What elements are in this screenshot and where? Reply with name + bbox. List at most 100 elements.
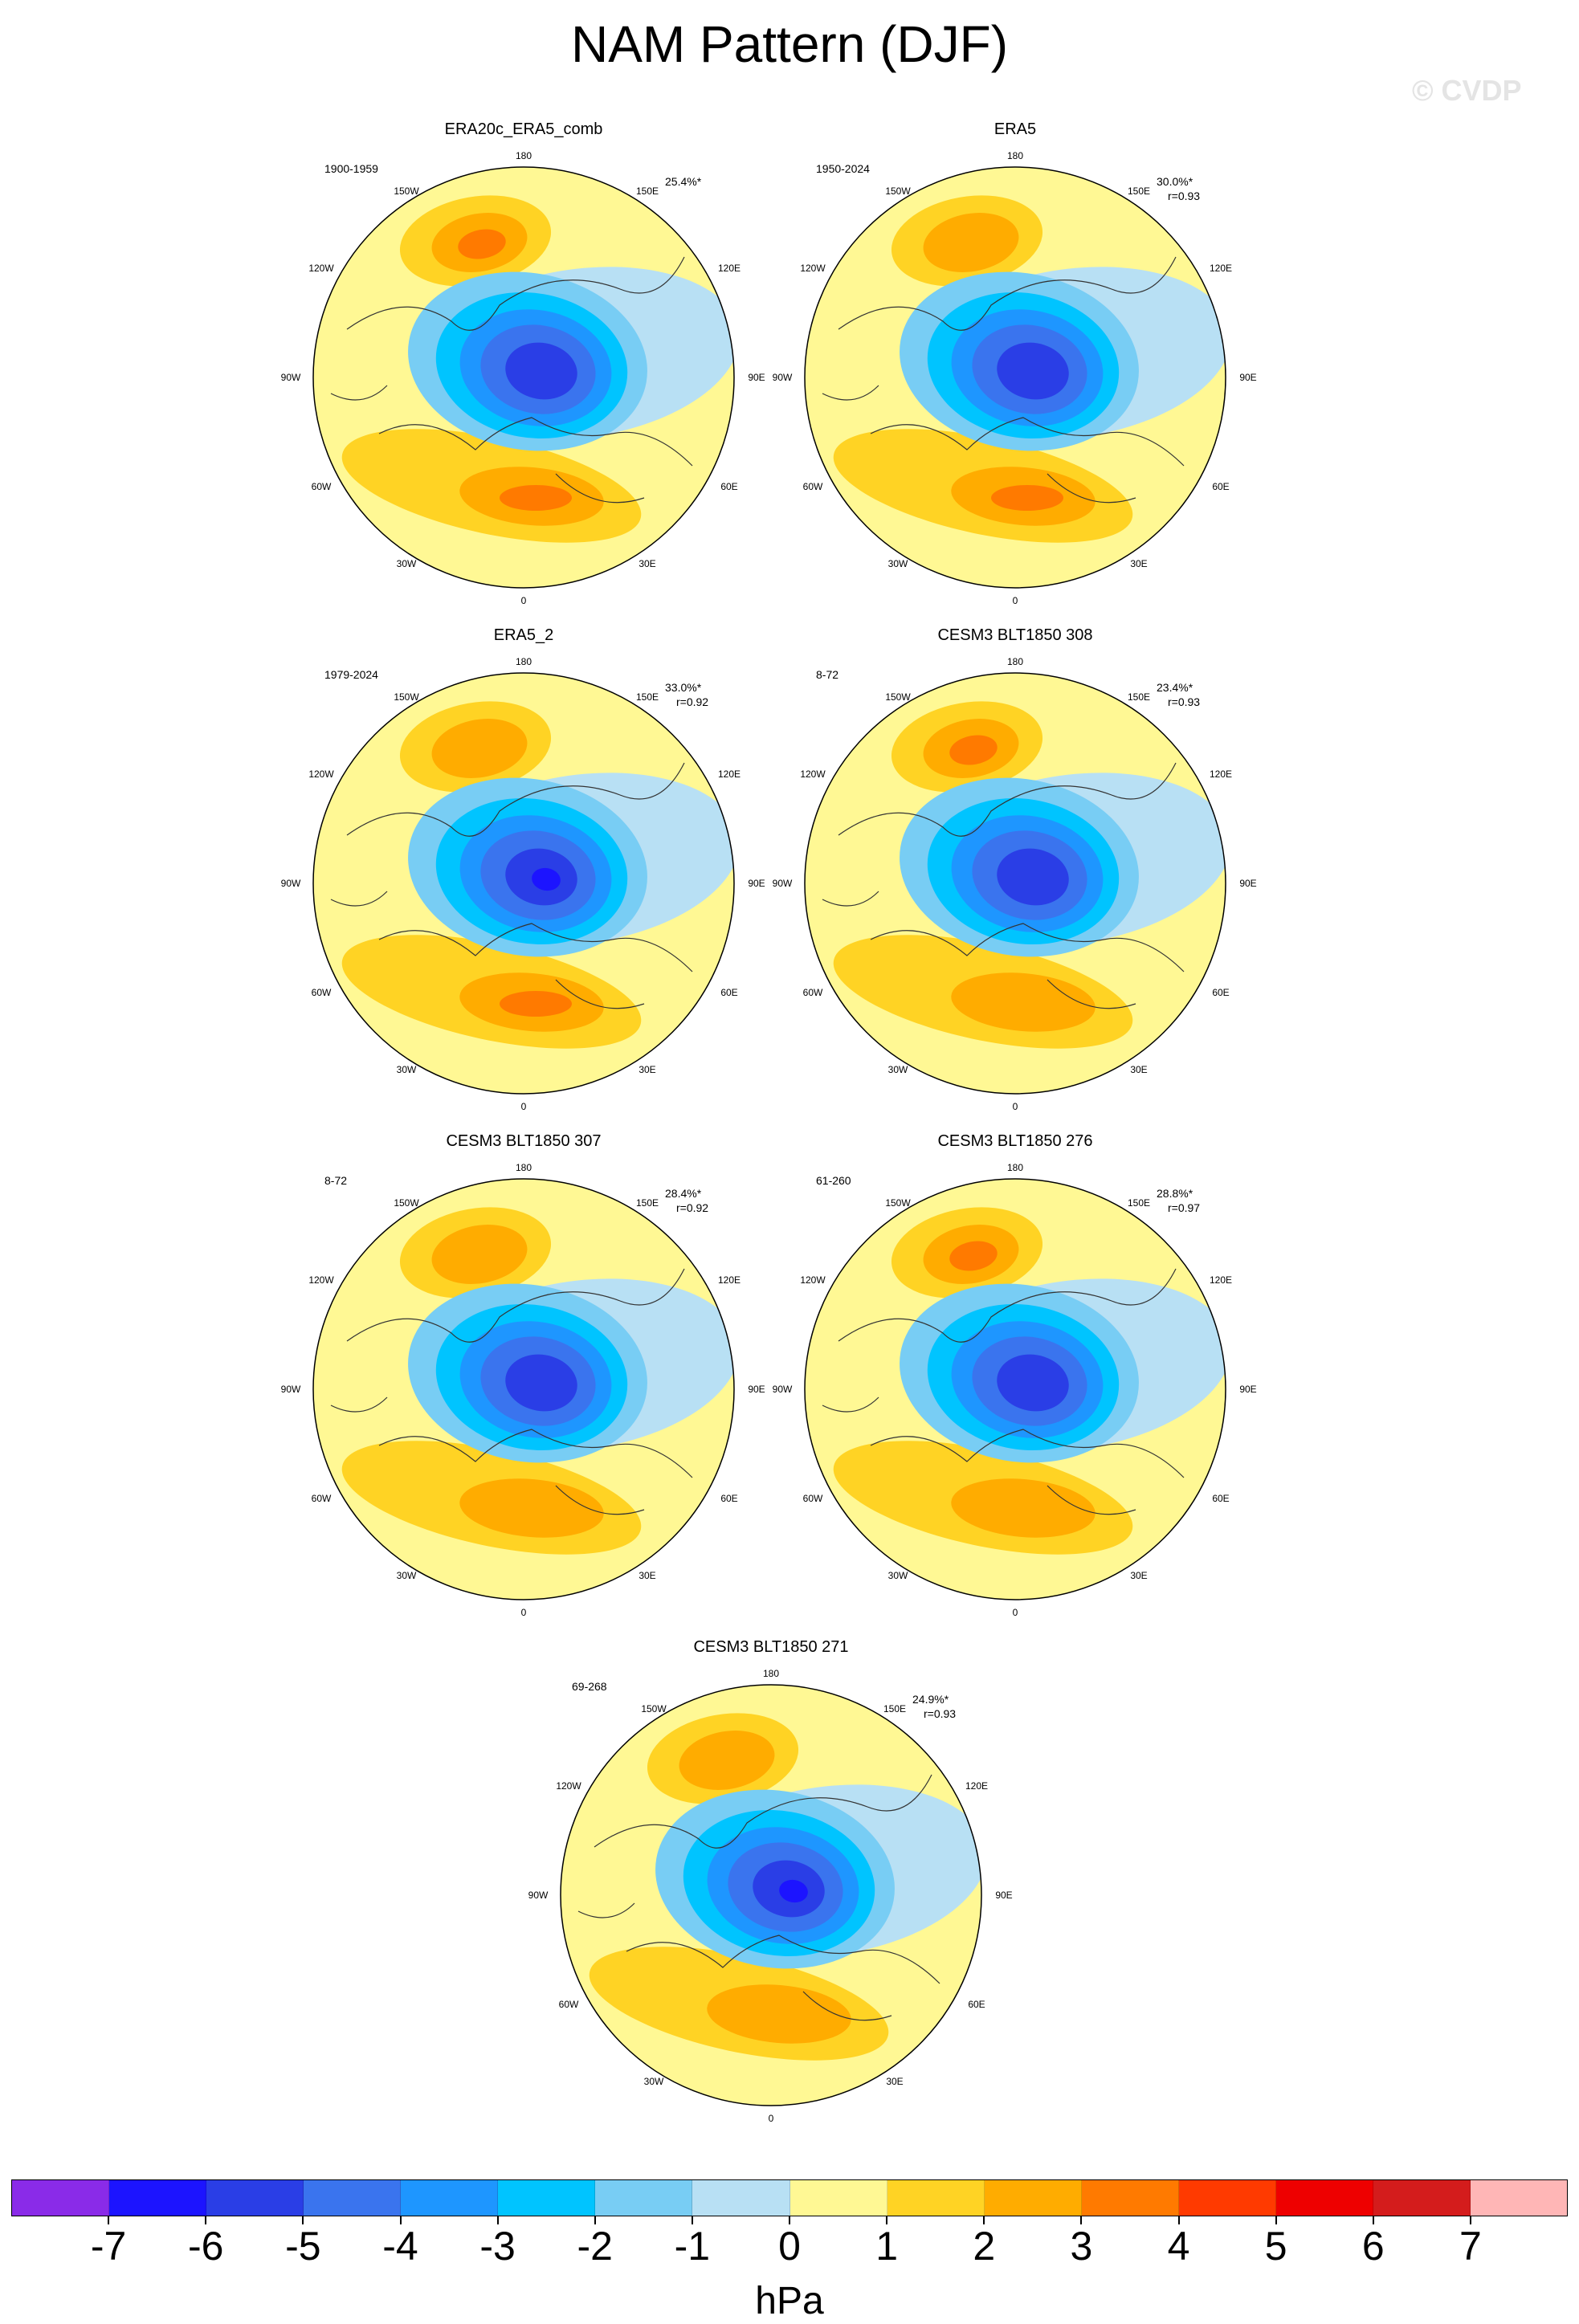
longitude-label: 0	[520, 595, 527, 606]
panel-variance-percent: 28.8%*	[1157, 1187, 1193, 1200]
map-panel: CESM3 BLT1850 276 61-260 28.8%* r=0.97 180 0 1…	[773, 1132, 1257, 1618]
polar-map	[804, 166, 1226, 589]
colorbar-box	[790, 2180, 887, 2216]
colorbar-tick	[789, 2216, 790, 2224]
longitude-label: 90E	[1239, 372, 1257, 383]
panel-correlation: r=0.93	[1168, 695, 1201, 708]
longitude-label: 120W	[308, 263, 334, 274]
longitude-label: 90E	[748, 878, 765, 889]
longitude-label: 120E	[717, 769, 741, 780]
longitude-label: 120W	[308, 769, 334, 780]
polar-map	[312, 672, 735, 1095]
colorbar-units: hPa	[755, 2280, 824, 2322]
colorbar-box	[1178, 2180, 1276, 2216]
panel-correlation: r=0.93	[1168, 190, 1201, 202]
longitude-label: 180	[1006, 150, 1024, 161]
longitude-label: 0	[1012, 1101, 1018, 1112]
longitude-label: 30W	[396, 1064, 417, 1075]
longitude-label: 150E	[1127, 186, 1151, 197]
panel-title: ERA5	[994, 120, 1037, 138]
colorbar-tick	[691, 2216, 693, 2224]
longitude-label: 120E	[1209, 1274, 1233, 1286]
longitude-label: 60E	[968, 1999, 985, 2010]
longitude-label: 150W	[885, 1197, 911, 1209]
colorbar-box	[401, 2180, 499, 2216]
longitude-label: 30E	[1130, 558, 1148, 569]
longitude-label: 60W	[802, 481, 823, 492]
longitude-label: 30E	[639, 1570, 656, 1581]
longitude-label: 120W	[800, 1274, 826, 1286]
map-panel: ERA5_2 1979-2024 33.0%* r=0.92 180 0 150W 150E 1…	[281, 626, 765, 1112]
colorbar-box	[498, 2180, 596, 2216]
longitude-label: 90E	[748, 372, 765, 383]
longitude-label: 30E	[639, 1064, 656, 1075]
longitude-label: 120E	[717, 263, 741, 274]
panel-correlation: r=0.93	[924, 1707, 957, 1720]
longitude-label: 60E	[720, 1493, 738, 1504]
panel-years: 8-72	[816, 668, 839, 681]
longitude-label: 30E	[639, 558, 656, 569]
longitude-label: 0	[520, 1607, 527, 1618]
panel-variance-percent: 33.0%*	[665, 681, 702, 694]
panel-title: ERA20c_ERA5_comb	[444, 120, 603, 138]
longitude-label: 60W	[802, 1493, 823, 1504]
longitude-label: 90W	[772, 878, 793, 889]
panel-years: 1950-2024	[816, 162, 870, 175]
colorbar-label: 5	[1264, 2224, 1287, 2269]
longitude-label: 90W	[772, 1384, 793, 1395]
colorbar-tick	[983, 2216, 985, 2224]
map-panel: ERA20c_ERA5_comb 1900-1959 25.4%* 180 0 150W 1…	[281, 120, 765, 606]
colorbar-tick	[302, 2216, 304, 2224]
colorbar-box	[12, 2180, 110, 2216]
panel-variance-percent: 24.9%*	[912, 1693, 949, 1706]
colorbar-box	[1081, 2180, 1179, 2216]
colorbar-label: 1	[875, 2224, 899, 2269]
longitude-label: 150W	[641, 1703, 667, 1714]
longitude-label: 0	[1012, 595, 1018, 606]
longitude-label: 150E	[1127, 691, 1151, 703]
longitude-label: 30W	[396, 1570, 417, 1581]
colorbar-label: 6	[1361, 2224, 1385, 2269]
longitude-label: 90E	[1239, 1384, 1257, 1395]
colorbar-label: -6	[188, 2224, 224, 2269]
panel-title: CESM3 BLT1850 276	[937, 1132, 1093, 1150]
panel-years: 1979-2024	[324, 668, 378, 681]
longitude-label: 60W	[311, 987, 332, 998]
longitude-label: 150W	[394, 691, 419, 703]
panel-title: CESM3 BLT1850 307	[446, 1132, 602, 1150]
colorbar-tick	[1469, 2216, 1471, 2224]
longitude-label: 150E	[635, 691, 659, 703]
colorbar-label: 2	[973, 2224, 996, 2269]
longitude-label: 180	[515, 656, 532, 667]
longitude-label: 150E	[883, 1703, 907, 1714]
longitude-label: 150W	[394, 186, 419, 197]
colorbar-label: -4	[382, 2224, 418, 2269]
longitude-label: 60E	[1212, 1493, 1230, 1504]
longitude-label: 120E	[1209, 769, 1233, 780]
panel-correlation: r=0.92	[676, 1201, 709, 1214]
longitude-label: 30W	[396, 558, 417, 569]
colorbar-box	[595, 2180, 693, 2216]
colorbar-tick	[399, 2216, 402, 2224]
colorbar-label: -2	[577, 2224, 613, 2269]
figure-title: NAM Pattern (DJF)	[570, 15, 1009, 73]
longitude-label: 90W	[280, 372, 301, 383]
longitude-label: 90W	[280, 1384, 301, 1395]
panel-variance-percent: 25.4%*	[665, 175, 702, 188]
panel-variance-percent: 28.4%*	[665, 1187, 702, 1200]
colorbar-box	[1275, 2180, 1373, 2216]
longitude-label: 180	[515, 150, 532, 161]
panel-title: ERA5_2	[493, 626, 554, 644]
map-panel: CESM3 BLT1850 308 8-72 23.4%* r=0.93 180 0 150…	[773, 626, 1257, 1112]
longitude-label: 120W	[308, 1274, 334, 1286]
longitude-label: 150W	[394, 1197, 419, 1209]
longitude-label: 0	[768, 2113, 774, 2124]
colorbar-label: -1	[674, 2224, 711, 2269]
colorbar-tick	[108, 2216, 110, 2224]
colorbar	[11, 2179, 1568, 2216]
colorbar-tick	[496, 2216, 499, 2224]
longitude-label: 150W	[885, 186, 911, 197]
longitude-label: 60W	[802, 987, 823, 998]
panel-variance-percent: 23.4%*	[1157, 681, 1193, 694]
map-panel: CESM3 BLT1850 271 69-268 24.9%* r=0.93 180 0 1…	[528, 1638, 1013, 2124]
